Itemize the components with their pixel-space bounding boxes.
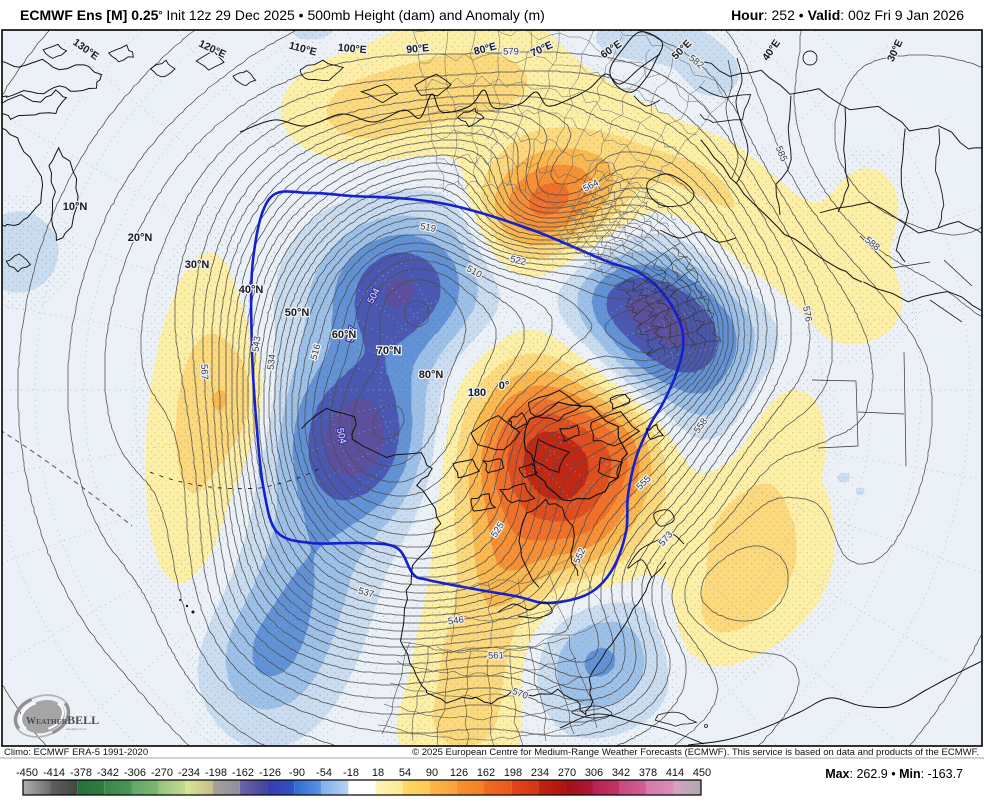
svg-text:507: 507 <box>345 325 359 343</box>
svg-text:Hour: 252 • Valid: 00z Fri 9 J: Hour: 252 • Valid: 00z Fri 9 Jan 2026 <box>731 7 964 23</box>
svg-text:162: 162 <box>477 767 495 779</box>
svg-text:Analytics LLC: Analytics LLC <box>66 727 88 731</box>
svg-text:Climo: ECMWF ERA-5 1991-2020: Climo: ECMWF ERA-5 1991-2020 <box>4 747 148 758</box>
svg-text:-54: -54 <box>316 767 332 779</box>
svg-text:-306: -306 <box>124 767 146 779</box>
svg-text:519: 519 <box>419 221 437 235</box>
svg-text:© 2025 European Centre for Med: © 2025 European Centre for Medium-Range … <box>412 747 979 758</box>
svg-text:546: 546 <box>447 615 464 628</box>
svg-text:306: 306 <box>585 767 603 779</box>
svg-text:198: 198 <box>504 767 522 779</box>
svg-text:20°N: 20°N <box>128 232 153 244</box>
svg-text:50°N: 50°N <box>285 307 310 319</box>
svg-text:561: 561 <box>488 650 504 661</box>
svg-text:-234: -234 <box>178 767 200 779</box>
svg-text:-162: -162 <box>232 767 254 779</box>
svg-text:234: 234 <box>531 767 549 779</box>
svg-text:-414: -414 <box>43 767 65 779</box>
svg-text:-342: -342 <box>97 767 119 779</box>
svg-text:10°N: 10°N <box>63 201 88 213</box>
svg-text:100°E: 100°E <box>337 42 367 56</box>
svg-text:342: 342 <box>612 767 630 779</box>
svg-text:-90: -90 <box>289 767 305 779</box>
svg-text:534: 534 <box>266 353 279 370</box>
svg-text:579: 579 <box>503 46 519 57</box>
svg-text:70°N: 70°N <box>377 345 402 357</box>
svg-text:543: 543 <box>251 335 264 352</box>
svg-text:-198: -198 <box>205 767 227 779</box>
svg-text:-450: -450 <box>16 767 38 779</box>
svg-text:414: 414 <box>666 767 684 779</box>
svg-text:270: 270 <box>558 767 576 779</box>
svg-text:80°N: 80°N <box>419 369 444 381</box>
svg-text:ECMWF Ens [M] 0.25° Init 12z 2: ECMWF Ens [M] 0.25° Init 12z 29 Dec 2025… <box>20 7 545 23</box>
svg-text:-18: -18 <box>343 767 359 779</box>
svg-text:378: 378 <box>639 767 657 779</box>
svg-text:576: 576 <box>800 305 814 323</box>
svg-text:40°N: 40°N <box>239 284 264 296</box>
svg-text:126: 126 <box>450 767 468 779</box>
svg-text:-378: -378 <box>70 767 92 779</box>
svg-text:90: 90 <box>426 767 438 779</box>
svg-text:-126: -126 <box>259 767 281 779</box>
svg-text:Max: 262.9 • Min: -163.7: Max: 262.9 • Min: -163.7 <box>825 767 963 781</box>
svg-text:180: 180 <box>468 387 486 399</box>
svg-text:450: 450 <box>693 767 711 779</box>
svg-text:567: 567 <box>198 364 210 380</box>
svg-text:516: 516 <box>309 343 324 361</box>
svg-text:0°: 0° <box>499 380 510 392</box>
svg-text:18: 18 <box>372 767 384 779</box>
svg-text:90°E: 90°E <box>406 42 430 56</box>
svg-text:30°N: 30°N <box>185 259 210 271</box>
svg-text:60°N: 60°N <box>332 329 357 341</box>
svg-text:504: 504 <box>334 427 348 445</box>
svg-text:522: 522 <box>509 254 527 268</box>
svg-text:-270: -270 <box>151 767 173 779</box>
svg-text:54: 54 <box>399 767 411 779</box>
svg-text:WEATHERBELL: WEATHERBELL <box>26 713 99 727</box>
